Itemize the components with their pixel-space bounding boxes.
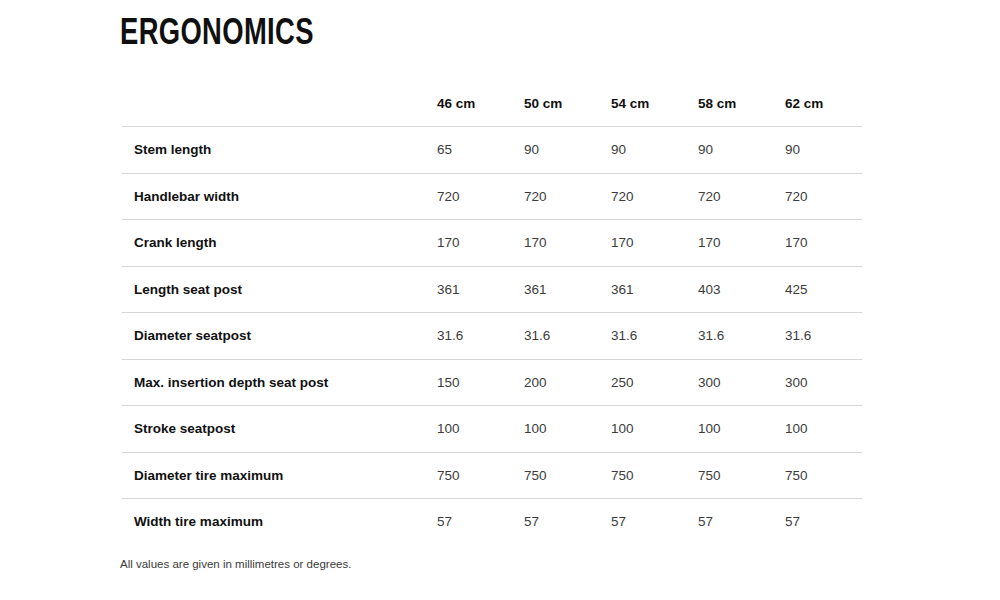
cell-value: 31.6 <box>524 328 611 343</box>
page-title: ERGONOMICS <box>120 13 314 50</box>
row-label: Crank length <box>122 235 437 250</box>
cell-value: 150 <box>437 375 524 390</box>
cell-value: 57 <box>698 514 785 529</box>
cell-value: 100 <box>611 421 698 436</box>
table-row-length-seat-post: Length seat post 361 361 361 403 425 <box>122 266 862 313</box>
cell-value: 720 <box>524 189 611 204</box>
cell-value: 31.6 <box>698 328 785 343</box>
ergonomics-page: ERGONOMICS 46 cm 50 cm 54 cm 58 cm 62 cm… <box>0 0 1000 600</box>
table-row-stroke-seatpost: Stroke seatpost 100 100 100 100 100 <box>122 405 862 452</box>
cell-value: 65 <box>437 142 524 157</box>
row-label: Stroke seatpost <box>122 421 437 436</box>
cell-value: 720 <box>611 189 698 204</box>
cell-value: 31.6 <box>785 328 872 343</box>
cell-value: 31.6 <box>611 328 698 343</box>
cell-value: 425 <box>785 282 872 297</box>
cell-value: 250 <box>611 375 698 390</box>
cell-value: 100 <box>524 421 611 436</box>
cell-value: 57 <box>524 514 611 529</box>
cell-value: 57 <box>611 514 698 529</box>
cell-value: 57 <box>437 514 524 529</box>
row-label: Width tire maximum <box>122 514 437 529</box>
table-row-handlebar-width: Handlebar width 720 720 720 720 720 <box>122 173 862 220</box>
cell-value: 170 <box>437 235 524 250</box>
table-header-row: 46 cm 50 cm 54 cm 58 cm 62 cm <box>122 80 862 126</box>
cell-value: 750 <box>524 468 611 483</box>
row-label: Max. insertion depth seat post <box>122 375 437 390</box>
ergonomics-spec-table: 46 cm 50 cm 54 cm 58 cm 62 cm Stem lengt… <box>122 80 862 545</box>
cell-value: 300 <box>698 375 785 390</box>
column-header-46cm: 46 cm <box>437 96 524 111</box>
row-label: Stem length <box>122 142 437 157</box>
table-row-crank-length: Crank length 170 170 170 170 170 <box>122 219 862 266</box>
cell-value: 361 <box>524 282 611 297</box>
cell-value: 100 <box>437 421 524 436</box>
cell-value: 170 <box>698 235 785 250</box>
cell-value: 90 <box>611 142 698 157</box>
cell-value: 170 <box>785 235 872 250</box>
cell-value: 31.6 <box>437 328 524 343</box>
cell-value: 750 <box>611 468 698 483</box>
cell-value: 90 <box>524 142 611 157</box>
table-row-max-insertion-depth-seat-post: Max. insertion depth seat post 150 200 2… <box>122 359 862 406</box>
cell-value: 200 <box>524 375 611 390</box>
table-row-diameter-tire-maximum: Diameter tire maximum 750 750 750 750 75… <box>122 452 862 499</box>
row-label: Handlebar width <box>122 189 437 204</box>
row-label: Length seat post <box>122 282 437 297</box>
row-label: Diameter seatpost <box>122 328 437 343</box>
table-footnote: All values are given in millimetres or d… <box>120 558 351 570</box>
cell-value: 170 <box>611 235 698 250</box>
cell-value: 750 <box>785 468 872 483</box>
cell-value: 720 <box>785 189 872 204</box>
cell-value: 100 <box>698 421 785 436</box>
cell-value: 720 <box>437 189 524 204</box>
table-row-width-tire-maximum: Width tire maximum 57 57 57 57 57 <box>122 498 862 545</box>
cell-value: 170 <box>524 235 611 250</box>
cell-value: 300 <box>785 375 872 390</box>
cell-value: 720 <box>698 189 785 204</box>
table-row-diameter-seatpost: Diameter seatpost 31.6 31.6 31.6 31.6 31… <box>122 312 862 359</box>
cell-value: 90 <box>785 142 872 157</box>
cell-value: 403 <box>698 282 785 297</box>
row-label: Diameter tire maximum <box>122 468 437 483</box>
cell-value: 750 <box>698 468 785 483</box>
table-row-stem-length: Stem length 65 90 90 90 90 <box>122 126 862 173</box>
cell-value: 750 <box>437 468 524 483</box>
cell-value: 361 <box>611 282 698 297</box>
cell-value: 361 <box>437 282 524 297</box>
column-header-50cm: 50 cm <box>524 96 611 111</box>
cell-value: 57 <box>785 514 872 529</box>
cell-value: 90 <box>698 142 785 157</box>
column-header-54cm: 54 cm <box>611 96 698 111</box>
column-header-58cm: 58 cm <box>698 96 785 111</box>
column-header-62cm: 62 cm <box>785 96 872 111</box>
cell-value: 100 <box>785 421 872 436</box>
